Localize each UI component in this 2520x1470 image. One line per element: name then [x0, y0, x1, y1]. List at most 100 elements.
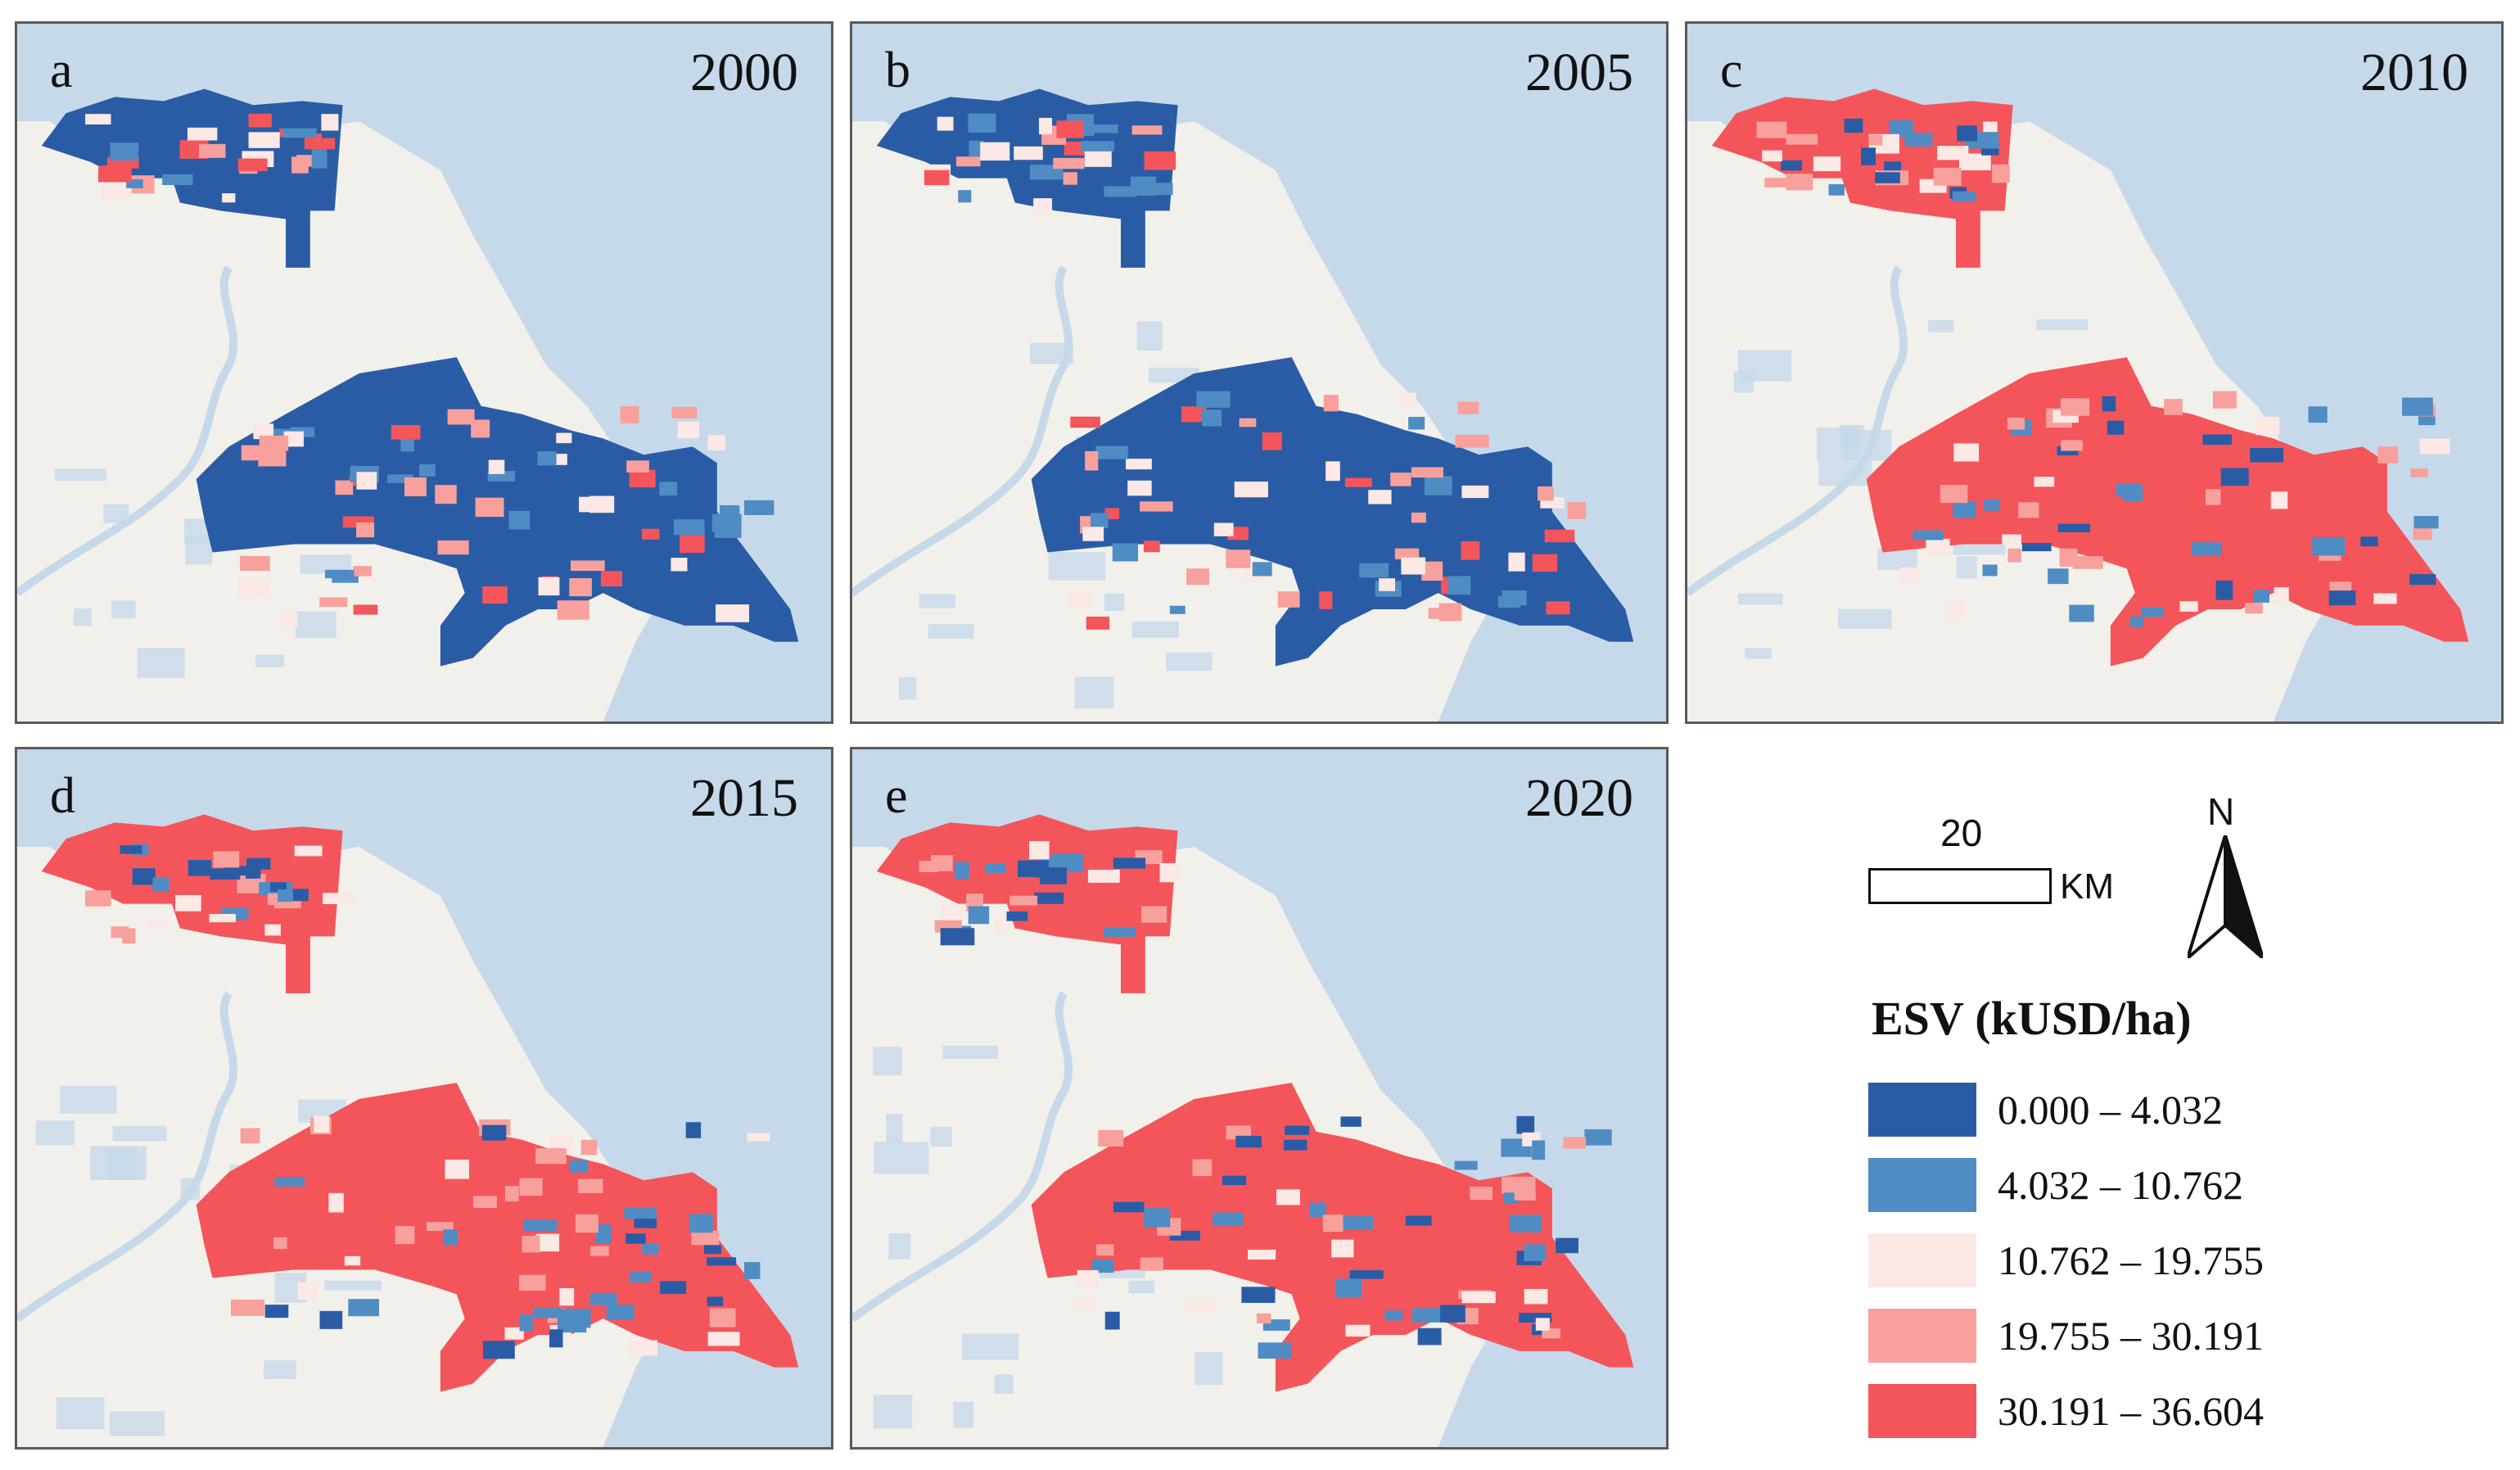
- esv-cell: [504, 1327, 524, 1340]
- map-canvas: [852, 24, 1666, 721]
- esv-cell: [575, 1214, 598, 1233]
- esv-cell: [237, 874, 266, 893]
- esv-cell: [264, 924, 281, 936]
- inland-water: [54, 468, 106, 482]
- inland-water: [1131, 621, 1180, 638]
- map-canvas: [1687, 24, 2501, 721]
- esv-cell: [1786, 133, 1818, 145]
- esv-cell: [504, 1186, 519, 1202]
- esv-cell: [1096, 1244, 1114, 1256]
- esv-cell: [328, 1192, 344, 1213]
- esv-cell: [148, 920, 169, 929]
- esv-cell: [627, 1340, 658, 1356]
- esv-cell: [1131, 125, 1163, 135]
- esv-cell: [2373, 593, 2397, 604]
- esv-cell: [1322, 1214, 1344, 1233]
- map-panel-b: b 2005: [850, 21, 1669, 724]
- esv-cell: [1085, 124, 1118, 133]
- esv-cell: [1457, 401, 1479, 414]
- esv-cell: [311, 149, 327, 169]
- inland-water: [1136, 321, 1163, 351]
- esv-cell: [535, 1148, 567, 1165]
- esv-cell: [2378, 446, 2399, 464]
- esv-cell: [1213, 1212, 1244, 1227]
- panel-letter: b: [885, 43, 910, 98]
- esv-cell: [1786, 174, 1813, 191]
- esv-cell: [1861, 147, 1876, 165]
- esv-cell: [671, 558, 688, 572]
- esv-cell: [1411, 512, 1426, 523]
- study-area-south: [1031, 1083, 1634, 1392]
- esv-cell: [1447, 576, 1471, 595]
- esv-cell: [2116, 483, 2138, 497]
- esv-cell: [2164, 399, 2183, 415]
- esv-cell: [508, 510, 531, 530]
- esv-cell: [716, 604, 750, 622]
- esv-cell: [1417, 1328, 1442, 1346]
- esv-cell: [707, 435, 725, 451]
- esv-cell: [395, 1226, 415, 1245]
- esv-cell: [264, 1305, 289, 1318]
- esv-cell: [274, 1177, 305, 1187]
- esv-cell: [707, 1296, 724, 1306]
- north-label: N: [2207, 790, 2235, 833]
- legend-label: 30.191 – 36.604: [1998, 1388, 2264, 1434]
- esv-cell: [1104, 927, 1136, 937]
- esv-cell: [2419, 438, 2450, 455]
- esv-cell: [282, 128, 317, 138]
- esv-cell: [626, 460, 649, 473]
- esv-cell: [1952, 191, 1976, 202]
- esv-cell: [297, 1282, 317, 1300]
- esv-cell: [1953, 443, 1980, 462]
- esv-cell: [488, 459, 505, 474]
- esv-cell: [2057, 523, 2091, 532]
- esv-cell: [1080, 141, 1114, 152]
- inland-water: [112, 1125, 167, 1142]
- esv-cell: [1169, 605, 1185, 614]
- esv-cell: [2179, 601, 2198, 612]
- esv-cell: [714, 528, 742, 538]
- esv-cell: [304, 138, 336, 150]
- inland-water: [56, 1397, 105, 1430]
- esv-cell: [606, 1305, 635, 1320]
- esv-cell: [2409, 574, 2436, 586]
- scale-value: 20: [1940, 812, 1983, 854]
- esv-cell: [239, 555, 270, 572]
- esv-cell: [535, 1233, 560, 1252]
- esv-cell: [570, 560, 605, 572]
- esv-cell: [237, 577, 270, 597]
- esv-cell: [2021, 542, 2052, 552]
- inland-water: [264, 1360, 296, 1379]
- esv-cell: [1091, 1259, 1114, 1273]
- inland-water: [1048, 552, 1106, 581]
- esv-cell: [1095, 446, 1128, 459]
- esv-cell: [1538, 486, 1554, 501]
- esv-cell: [1126, 459, 1152, 470]
- esv-cell: [1323, 395, 1339, 412]
- esv-cell: [1904, 133, 1933, 147]
- inland-water: [873, 1395, 913, 1429]
- legend-swatch: [1868, 1309, 1976, 1363]
- inland-water: [1839, 425, 1864, 452]
- esv-cell: [404, 477, 427, 497]
- esv-cell: [1082, 527, 1104, 541]
- esv-cell: [2107, 420, 2125, 435]
- inland-water: [874, 1142, 929, 1174]
- esv-cell: [162, 174, 193, 185]
- inland-water: [942, 1045, 998, 1060]
- esv-cell: [624, 1208, 657, 1219]
- esv-cell: [1567, 502, 1587, 519]
- inland-water: [888, 1233, 911, 1260]
- esv-cell: [1440, 1305, 1465, 1323]
- inland-water: [103, 504, 129, 523]
- esv-cell: [2220, 468, 2249, 486]
- esv-cell: [1461, 485, 1489, 499]
- esv-cell: [1241, 1287, 1276, 1303]
- map-panel-d: d 2015: [15, 747, 833, 1450]
- esv-cell: [2069, 604, 2094, 622]
- esv-cell: [2360, 536, 2378, 547]
- esv-cell: [919, 861, 938, 872]
- esv-cell: [1112, 543, 1139, 562]
- esv-cell: [1524, 1244, 1547, 1261]
- esv-cell: [1283, 1139, 1307, 1151]
